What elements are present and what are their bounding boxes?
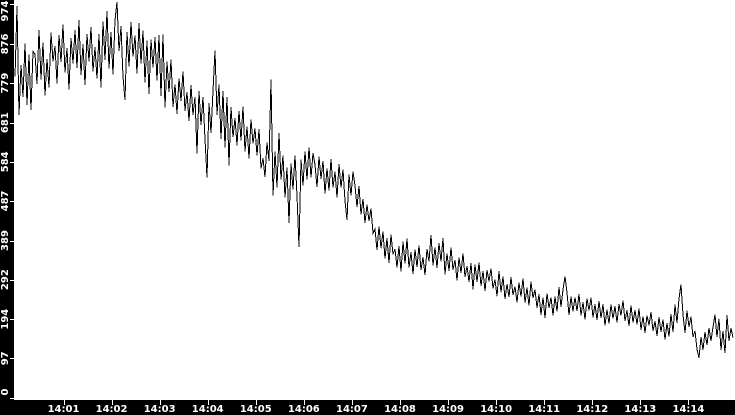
x-axis-tick-label: 14:12: [576, 404, 608, 415]
y-axis-tick: [10, 4, 14, 5]
y-axis-tick: [10, 280, 14, 281]
x-axis-tick: [544, 400, 545, 405]
x-axis-tick-label: 14:01: [48, 404, 80, 415]
x-axis-tick-label: 14:06: [288, 404, 320, 415]
x-axis-tick: [448, 400, 449, 405]
x-axis-tick-label: 14:09: [432, 404, 464, 415]
x-axis-tick-label: 14:02: [96, 404, 128, 415]
x-axis-tick: [592, 400, 593, 405]
y-axis-tick-label: 97: [0, 351, 11, 365]
y-axis-tick: [10, 241, 14, 242]
x-axis-tick: [112, 400, 113, 405]
y-axis-tick: [10, 123, 14, 124]
y-axis-tick-label: 584: [0, 151, 11, 172]
y-axis-tick-label: 194: [0, 309, 11, 330]
x-axis-tick: [352, 400, 353, 405]
y-axis-tick-label: 681: [0, 112, 11, 133]
data-line: [14, 1, 734, 359]
y-axis-tick: [10, 83, 14, 84]
x-axis-tick: [400, 400, 401, 405]
y-axis-tick-label: 876: [0, 33, 11, 54]
x-axis-tick: [688, 400, 689, 405]
x-axis-tick-label: 14:11: [528, 404, 560, 415]
y-axis-tick-label: 0: [0, 388, 11, 395]
y-axis-tick-label: 779: [0, 73, 11, 94]
y-axis-tick: [10, 201, 14, 202]
y-axis-tick-label: 389: [0, 230, 11, 251]
y-axis-tick: [10, 44, 14, 45]
y-axis-tick: [10, 398, 14, 399]
y-axis-tick-label: 974: [0, 1, 11, 22]
x-axis-tick-label: 14:13: [624, 404, 656, 415]
x-axis-tick: [208, 400, 209, 405]
x-axis-tick-label: 14:14: [672, 404, 704, 415]
y-axis-tick-label: 292: [0, 269, 11, 290]
y-axis-tick: [10, 358, 14, 359]
x-axis-tick-label: 14:04: [192, 404, 224, 415]
x-axis-tick-label: 14:03: [144, 404, 176, 415]
x-axis-tick: [640, 400, 641, 405]
x-axis-tick-label: 14:05: [240, 404, 272, 415]
x-axis-tick-label: 14:10: [480, 404, 512, 415]
x-axis-tick: [160, 400, 161, 405]
y-axis-tick: [10, 319, 14, 320]
x-axis-tick: [496, 400, 497, 405]
x-axis-tick: [64, 400, 65, 405]
x-axis-tick-label: 14:07: [336, 404, 368, 415]
x-axis-tick: [256, 400, 257, 405]
y-axis-bar: [0, 0, 14, 415]
x-axis-tick: [304, 400, 305, 405]
y-axis-tick: [10, 162, 14, 163]
x-axis-bar: [0, 400, 735, 415]
y-axis-tick-label: 487: [0, 190, 11, 211]
x-axis-tick-label: 14:08: [384, 404, 416, 415]
